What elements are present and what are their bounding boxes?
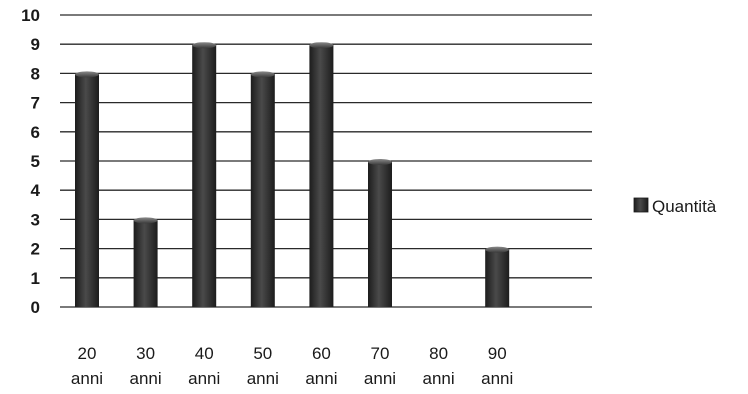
bar-cap xyxy=(368,159,392,165)
y-tick-label: 3 xyxy=(31,210,40,229)
y-tick-label: 7 xyxy=(31,94,40,113)
bar-50-anni xyxy=(250,73,275,308)
y-tick-label: 1 xyxy=(31,269,40,288)
x-axis-labels: 20 anni 30 anni 40 anni 50 anni 60 anni 70 anni 80 an… xyxy=(71,344,513,388)
x-category-label: 60 anni xyxy=(305,344,337,388)
x-category-label: 50 anni xyxy=(247,344,279,388)
bar-20-anni xyxy=(75,73,99,308)
bars xyxy=(75,42,510,308)
legend-swatch xyxy=(633,197,649,213)
y-axis-ticks: 0 1 2 3 4 5 6 7 8 9 10 xyxy=(21,6,40,317)
y-tick-label: 4 xyxy=(31,181,41,200)
bar-cap xyxy=(250,71,275,78)
bar-cap xyxy=(133,217,158,224)
bar-90-anni xyxy=(485,248,510,307)
x-category-label: 70 anni xyxy=(364,344,396,388)
legend: Quantità xyxy=(633,197,717,216)
bar-cap xyxy=(75,71,99,78)
bar-60-anni xyxy=(309,44,334,307)
y-tick-label: 5 xyxy=(31,152,40,171)
y-tick-label: 10 xyxy=(21,6,40,25)
bar-cap xyxy=(192,42,217,49)
x-category-label: 90 anni xyxy=(481,344,513,388)
y-tick-label: 2 xyxy=(31,240,40,259)
bar-30-anni xyxy=(133,219,158,307)
legend-label-quantita: Quantità xyxy=(652,197,717,216)
y-tick-label: 9 xyxy=(31,35,40,54)
x-category-label: 20 anni xyxy=(71,344,103,388)
y-tick-label: 8 xyxy=(31,64,40,83)
y-tick-label: 6 xyxy=(31,123,40,142)
bar-cap xyxy=(485,246,510,253)
y-tick-label: 0 xyxy=(31,298,40,317)
bar-40-anni xyxy=(192,44,217,307)
bar-70-anni xyxy=(368,161,392,307)
x-category-label: 80 anni xyxy=(423,344,455,388)
x-category-label: 30 anni xyxy=(130,344,162,388)
x-category-label: 40 anni xyxy=(188,344,220,388)
bar-cap xyxy=(309,42,334,49)
